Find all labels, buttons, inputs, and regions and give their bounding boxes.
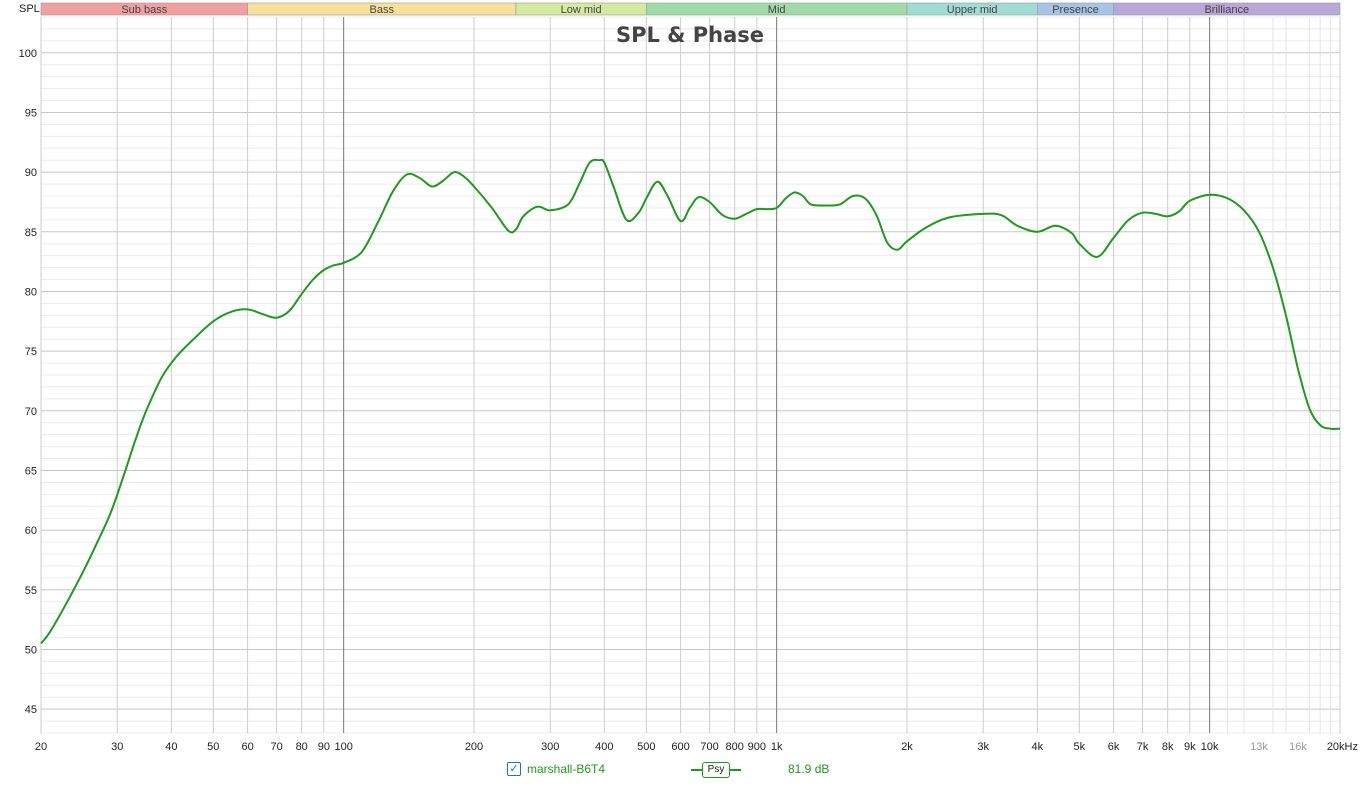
series-line-marshall-B6T4 xyxy=(40,158,1341,645)
band-label: Low mid xyxy=(561,4,602,16)
y-tick-label: 65 xyxy=(25,465,37,477)
y-tick-label: 75 xyxy=(25,346,37,358)
x-tick-label: 400 xyxy=(595,741,613,753)
band-segment xyxy=(1113,2,1341,16)
spl-chart: Sub bass Bass Low mid Mid Upper mid Presence B… xyxy=(19,2,1358,753)
y-tick-label: 55 xyxy=(25,585,37,597)
x-tick-label: 70 xyxy=(270,741,282,753)
legend-series-name[interactable]: marshall-B6T4 xyxy=(527,762,606,776)
y-tick-label: 45 xyxy=(25,704,37,716)
x-tick-label: 1k xyxy=(771,741,783,753)
x-tick-label: 2k xyxy=(901,741,913,753)
x-tick-label: 5k xyxy=(1073,741,1085,753)
grid-lines xyxy=(40,16,1341,734)
series-group xyxy=(40,158,1341,645)
x-tick-label: 10k xyxy=(1201,741,1219,753)
y-axis-ticks: 45 50 55 60 65 70 75 80 85 90 95 100 xyxy=(19,48,37,716)
x-tick-label: 900 xyxy=(748,741,766,753)
x-tick-label: 8k xyxy=(1162,741,1174,753)
y-tick-label: 80 xyxy=(25,286,37,298)
band-label: Sub bass xyxy=(121,4,167,16)
x-tick-label: 800 xyxy=(726,741,744,753)
x-tick-label: 700 xyxy=(700,741,718,753)
band-label: Bass xyxy=(370,4,395,16)
band-label: Upper mid xyxy=(947,4,998,16)
x-tick-label: 600 xyxy=(671,741,689,753)
y-tick-label: 85 xyxy=(25,227,37,239)
x-tick-label: 200 xyxy=(465,741,483,753)
frequency-bands: Sub bass Bass Low mid Mid Upper mid Presence B… xyxy=(40,2,1341,16)
x-tick-label: 4k xyxy=(1032,741,1044,753)
series-visibility-checkbox[interactable]: ✓ xyxy=(507,762,521,776)
x-tick-label: 13k xyxy=(1250,741,1268,753)
band-label: Brilliance xyxy=(1204,4,1249,16)
x-tick-label: 16k xyxy=(1289,741,1307,753)
x-tick-label: 30 xyxy=(111,741,123,753)
y-tick-label: 50 xyxy=(25,644,37,656)
y-tick-label: 95 xyxy=(25,107,37,119)
chart-title: SPL & Phase xyxy=(616,23,764,47)
x-tick-label: 7k xyxy=(1137,741,1149,753)
x-tick-label: 90 xyxy=(318,741,330,753)
y-axis-label: SPL xyxy=(19,3,40,15)
legend: ✓ marshall-B6T4 Psy 81.9 dB xyxy=(0,760,1361,782)
band-label: Presence xyxy=(1052,4,1098,16)
x-axis-ticks: 20 30 40 50 60 70 80 90 100 200 300 400 500 600 700 800… xyxy=(35,741,1358,753)
band-label: Mid xyxy=(768,4,786,16)
x-tick-label: 6k xyxy=(1108,741,1120,753)
smoothing-button[interactable]: Psy xyxy=(702,762,730,778)
x-tick-label: 80 xyxy=(296,741,308,753)
x-tick-label: 300 xyxy=(541,741,559,753)
x-tick-label: 20kHz xyxy=(1327,741,1358,753)
legend-value-readout: 81.9 dB xyxy=(788,762,830,776)
x-tick-label: 500 xyxy=(637,741,655,753)
x-tick-label: 50 xyxy=(207,741,219,753)
x-tick-label: 40 xyxy=(165,741,177,753)
x-tick-label: 60 xyxy=(241,741,253,753)
x-tick-label: 20 xyxy=(35,741,47,753)
x-tick-label: 3k xyxy=(977,741,989,753)
y-tick-label: 70 xyxy=(25,406,37,418)
x-tick-label: 9k xyxy=(1184,741,1196,753)
y-tick-label: 60 xyxy=(25,525,37,537)
x-tick-label: 100 xyxy=(334,741,352,753)
y-tick-label: 90 xyxy=(25,167,37,179)
y-tick-label: 100 xyxy=(19,48,37,60)
